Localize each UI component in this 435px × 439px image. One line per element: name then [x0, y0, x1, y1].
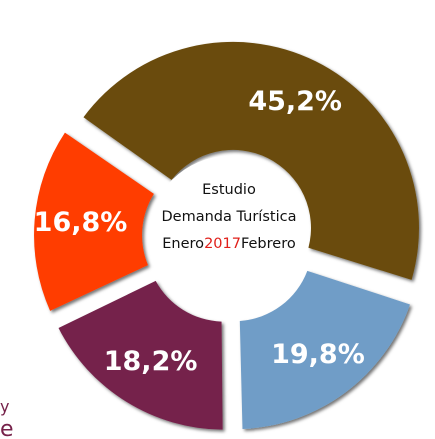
center-part: Febrero — [241, 236, 296, 252]
center-hole — [149, 156, 309, 316]
center-line: Enero2017Febrero — [162, 236, 296, 252]
segment — [239, 270, 411, 430]
center-line: Demanda Turística — [162, 209, 297, 225]
center-line: Estudio — [202, 182, 256, 198]
center-part: Enero — [162, 236, 204, 252]
center-highlight: 2017 — [204, 236, 241, 252]
value-label: 19,8% — [271, 339, 365, 370]
value-label: 16,8% — [34, 207, 128, 238]
fragment: y — [0, 397, 9, 416]
segments — [34, 41, 419, 430]
fragment: e — [0, 417, 14, 439]
segment — [34, 132, 154, 311]
segment — [83, 41, 419, 280]
value-label: 18,2% — [104, 346, 198, 377]
value-label: 45,2% — [248, 86, 342, 117]
segment — [58, 280, 223, 430]
